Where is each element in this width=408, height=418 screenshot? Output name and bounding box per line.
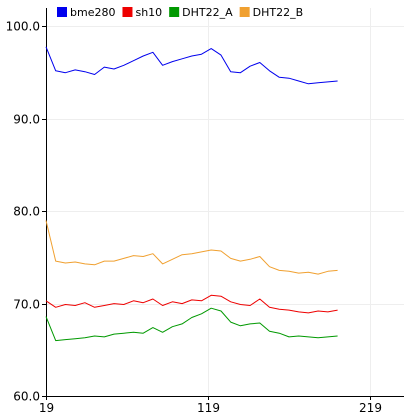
grid-lines: [46, 8, 404, 397]
y-tick-label: 60.0: [13, 390, 40, 404]
x-tick-labels: 19 119 219: [39, 401, 382, 415]
y-tick-label: 70.0: [13, 298, 40, 312]
y-tick-label: 90.0: [13, 113, 40, 127]
series-line-bme280: [45, 46, 338, 85]
legend-swatch: [239, 7, 250, 17]
y-tick-labels: 60.0 70.0 80.0 90.0 100.0: [6, 20, 40, 404]
x-tick-label: 119: [197, 401, 220, 415]
x-tick-label: 219: [359, 401, 382, 415]
x-tick-label: 19: [39, 401, 54, 415]
y-tick-label: 80.0: [13, 205, 40, 219]
legend-label: sh10: [135, 6, 162, 19]
y-tick-label: 100.0: [6, 20, 40, 34]
legend: bme280 sh10 DHT22_A DHT22_B: [57, 6, 303, 19]
legend-swatch: [57, 7, 67, 17]
legend-label: DHT22_B: [253, 6, 304, 19]
axes: [42, 8, 404, 400]
series-line-dht22_b: [45, 220, 338, 275]
legend-swatch: [169, 7, 180, 17]
series-line-sh10: [45, 294, 338, 314]
legend-swatch: [122, 7, 133, 17]
legend-label: bme280: [70, 6, 115, 19]
series-line-dht22_a: [45, 307, 338, 342]
series-lines: [45, 46, 338, 342]
legend-label: DHT22_A: [182, 6, 233, 19]
